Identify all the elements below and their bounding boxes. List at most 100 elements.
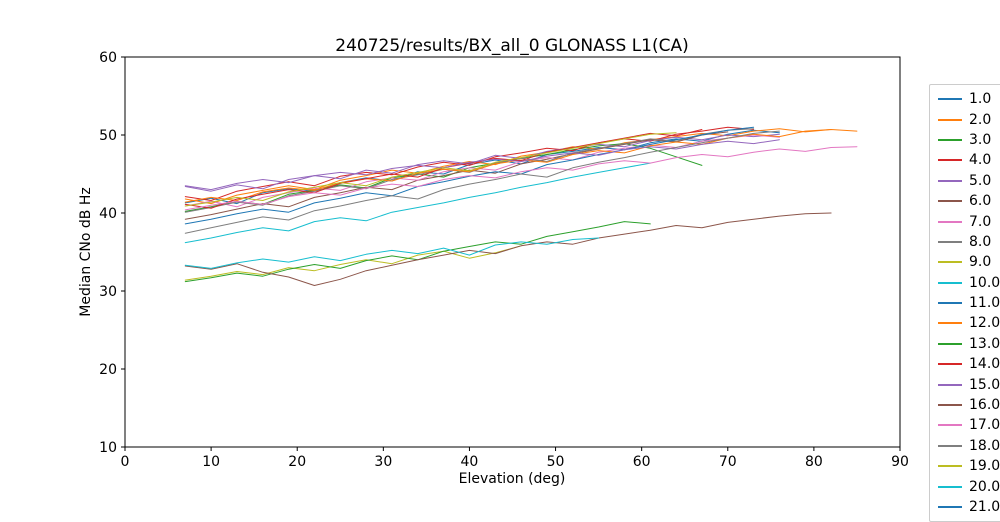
legend-label: 18.0 bbox=[969, 437, 1000, 454]
series-line-3.0 bbox=[184, 143, 703, 212]
legend-line-sample bbox=[938, 322, 962, 325]
legend-label: 12.0 bbox=[969, 315, 1000, 332]
legend-entry: 17.0 bbox=[938, 415, 1000, 435]
x-tick-label: 30 bbox=[374, 454, 392, 470]
legend-entry: 14.0 bbox=[938, 354, 1000, 374]
series-line-13.0 bbox=[184, 221, 651, 283]
series-line-17.0 bbox=[184, 146, 858, 211]
series-line-20.0 bbox=[184, 237, 600, 269]
legend-entry: 20.0 bbox=[938, 476, 1000, 496]
legend-label: 17.0 bbox=[969, 417, 1000, 434]
figure: 0 10 20 30 40 50 60 70 80 90 10 20 30 40 50 60 240725/r… bbox=[78, 36, 1000, 522]
series-line-18.0 bbox=[184, 130, 780, 234]
series-line-15.0 bbox=[184, 139, 780, 191]
legend-entry: 3.0 bbox=[938, 130, 1000, 150]
legend-label: 14.0 bbox=[969, 356, 1000, 373]
y-tick-label: 60 bbox=[99, 50, 117, 66]
legend-entry: 18.0 bbox=[938, 436, 1000, 456]
x-tick-label: 20 bbox=[288, 454, 306, 470]
legend-label: 19.0 bbox=[969, 458, 1000, 475]
series-line-11.0 bbox=[184, 126, 755, 225]
x-tick-label: 0 bbox=[121, 454, 130, 470]
legend-line-sample bbox=[938, 302, 962, 305]
legend-label: 3.0 bbox=[969, 131, 992, 148]
legend-entry: 4.0 bbox=[938, 150, 1000, 170]
legend-line-sample bbox=[938, 342, 962, 345]
legend-line-sample bbox=[938, 240, 962, 243]
x-tick-label: 90 bbox=[891, 454, 909, 470]
legend-line-sample bbox=[938, 506, 962, 508]
x-tick-label: 40 bbox=[461, 454, 479, 470]
legend-entry: 19.0 bbox=[938, 456, 1000, 476]
legend-line-sample bbox=[938, 281, 962, 284]
series-line-10.0 bbox=[184, 162, 651, 244]
legend-label: 4.0 bbox=[969, 152, 992, 169]
legend-entry: 5.0 bbox=[938, 171, 1000, 191]
axes-frame bbox=[124, 56, 901, 448]
y-tick-label: 50 bbox=[99, 128, 117, 144]
legend-label: 5.0 bbox=[969, 172, 992, 189]
legend-entry: 6.0 bbox=[938, 191, 1000, 211]
series-line-4.0 bbox=[184, 126, 755, 201]
series-line-5.0 bbox=[184, 133, 780, 192]
legend-label: 7.0 bbox=[969, 213, 992, 230]
legend: 1.0 2.0 3.0 4.0 5.0 6.0 7.0 8.0 9.0 10.0 11.0 12.0 1… bbox=[929, 84, 1000, 522]
legend-entry: 16.0 bbox=[938, 395, 1000, 415]
x-tick-label: 60 bbox=[633, 454, 651, 470]
legend-label: 1.0 bbox=[969, 91, 992, 108]
y-tick-label: 20 bbox=[99, 362, 117, 378]
legend-label: 11.0 bbox=[969, 295, 1000, 312]
legend-entry: 13.0 bbox=[938, 334, 1000, 354]
legend-line-sample bbox=[938, 159, 962, 162]
x-tick-label: 50 bbox=[547, 454, 565, 470]
legend-label: 6.0 bbox=[969, 193, 992, 210]
legend-line-sample bbox=[938, 485, 962, 488]
legend-line-sample bbox=[938, 363, 962, 366]
legend-entry: 11.0 bbox=[938, 293, 1000, 313]
chart-title: 240725/results/BX_all_0 GLONASS L1(CA) bbox=[335, 36, 689, 56]
legend-label: 16.0 bbox=[969, 397, 1000, 414]
y-axis-label: Median CNo dB Hz bbox=[78, 187, 94, 317]
legend-label: 20.0 bbox=[969, 478, 1000, 495]
series-line-7.0 bbox=[184, 134, 780, 208]
legend-line-sample bbox=[938, 179, 962, 182]
series-line-16.0 bbox=[184, 212, 832, 286]
x-tick-label: 10 bbox=[202, 454, 220, 470]
legend-label: 2.0 bbox=[969, 111, 992, 128]
legend-line-sample bbox=[938, 444, 962, 447]
legend-entry: 1.0 bbox=[938, 89, 1000, 109]
series-line-9.0 bbox=[184, 245, 522, 281]
legend-entry: 10.0 bbox=[938, 273, 1000, 293]
series-line-19.0 bbox=[184, 132, 677, 207]
series-line-2.0 bbox=[184, 128, 858, 205]
x-axis-label: Elevation (deg) bbox=[458, 471, 566, 487]
legend-line-sample bbox=[938, 98, 962, 101]
series-line-6.0 bbox=[184, 131, 729, 220]
legend-line-sample bbox=[938, 138, 962, 141]
legend-line-sample bbox=[938, 118, 962, 121]
legend-line-sample bbox=[938, 200, 962, 203]
legend-label: 15.0 bbox=[969, 376, 1000, 393]
legend-line-sample bbox=[938, 404, 962, 407]
legend-label: 21.0 bbox=[969, 499, 1000, 515]
x-tick-label: 70 bbox=[719, 454, 737, 470]
legend-line-sample bbox=[938, 220, 962, 223]
legend-entry: 9.0 bbox=[938, 252, 1000, 272]
legend-label: 9.0 bbox=[969, 254, 992, 271]
legend-entry: 15.0 bbox=[938, 374, 1000, 394]
legend-line-sample bbox=[938, 465, 962, 468]
legend-line-sample bbox=[938, 383, 962, 386]
legend-entry: 2.0 bbox=[938, 109, 1000, 129]
y-tick-label: 40 bbox=[99, 206, 117, 222]
legend-label: 13.0 bbox=[969, 335, 1000, 352]
legend-label: 10.0 bbox=[969, 274, 1000, 291]
legend-entry: 8.0 bbox=[938, 232, 1000, 252]
y-tick-label: 30 bbox=[99, 284, 117, 300]
legend-line-sample bbox=[938, 261, 962, 264]
y-tick-label: 10 bbox=[99, 440, 117, 456]
legend-entry: 12.0 bbox=[938, 313, 1000, 333]
legend-entry: 7.0 bbox=[938, 211, 1000, 231]
legend-label: 8.0 bbox=[969, 233, 992, 250]
legend-line-sample bbox=[938, 424, 962, 427]
